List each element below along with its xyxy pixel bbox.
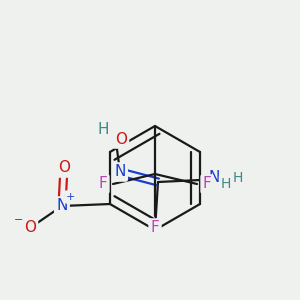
Text: H: H xyxy=(233,171,243,185)
Text: N: N xyxy=(56,199,68,214)
Text: O: O xyxy=(58,160,70,175)
Text: F: F xyxy=(99,176,107,191)
Text: N: N xyxy=(114,164,126,179)
Text: H: H xyxy=(221,177,231,191)
Text: F: F xyxy=(202,176,211,191)
Text: +: + xyxy=(66,192,76,202)
Text: H: H xyxy=(97,122,109,137)
Text: O: O xyxy=(24,220,36,236)
Text: −: − xyxy=(14,215,24,225)
Text: F: F xyxy=(151,220,159,236)
Text: N: N xyxy=(208,170,220,185)
Text: O: O xyxy=(115,131,127,146)
